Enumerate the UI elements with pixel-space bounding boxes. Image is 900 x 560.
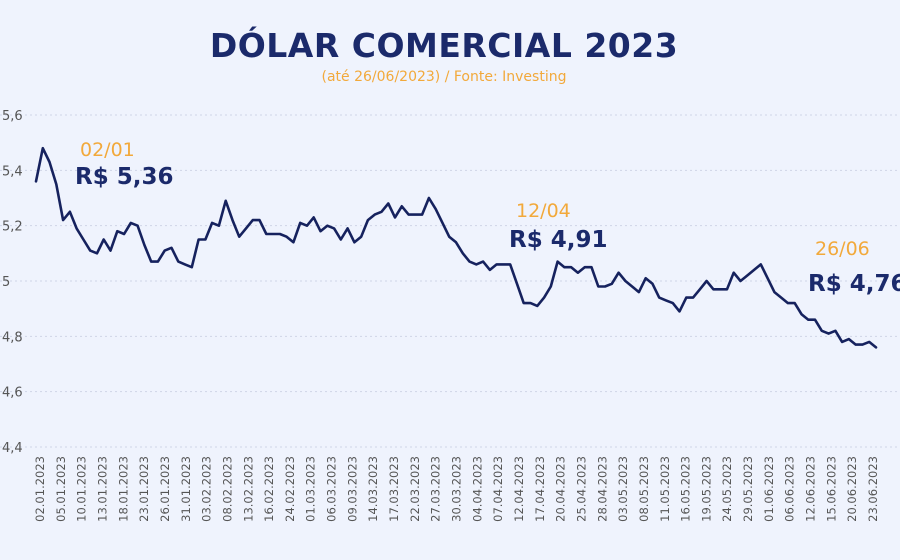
x-tick-label: 01.03.2023: [304, 456, 318, 522]
x-tick-label: 16.05.2023: [679, 456, 693, 522]
x-tick-label: 12.04.2023: [512, 456, 526, 522]
annotation-value: R$ 4,91: [509, 227, 607, 253]
x-tick-label: 14.03.2023: [366, 456, 380, 522]
x-tick-label: 08.02.2023: [220, 456, 234, 522]
x-tick-label: 23.01.2023: [137, 456, 151, 522]
x-tick-label: 07.04.2023: [491, 456, 505, 522]
x-tick-label: 30.03.2023: [450, 456, 464, 522]
x-tick-label: 17.03.2023: [387, 456, 401, 522]
annotation-value: R$ 5,36: [75, 164, 173, 190]
y-axis: 5,6 5,4 5,2 5 4,8 4,6 4,4: [2, 109, 23, 456]
y-tick-label: 5,4: [2, 164, 23, 179]
x-tick-label: 23.06.2023: [866, 456, 880, 522]
x-tick-label: 10.01.2023: [75, 456, 89, 522]
x-tick-label: 29.05.2023: [741, 456, 755, 522]
y-tick-label: 5,2: [2, 220, 23, 235]
x-tick-label: 24.05.2023: [720, 456, 734, 522]
y-tick-label: 4,4: [2, 441, 23, 456]
x-axis: 02.01.2023 05.01.2023 10.01.2023 13.01.2023…: [33, 456, 880, 522]
x-tick-label: 13.01.2023: [95, 456, 109, 522]
x-tick-label: 12.06.2023: [804, 456, 818, 522]
chart-title: DÓLAR COMERCIAL 2023: [209, 26, 679, 65]
annotation-date: 02/01: [80, 139, 135, 161]
annotations: 02/01 R$ 5,36 12/04 R$ 4,91 26/06 R$ 4,76: [75, 139, 900, 297]
x-tick-label: 05.01.2023: [54, 456, 68, 522]
x-tick-label: 06.03.2023: [325, 456, 339, 522]
x-tick-label: 11.05.2023: [658, 456, 672, 522]
x-tick-label: 01.06.2023: [762, 456, 776, 522]
y-tick-label: 5: [2, 275, 10, 290]
annotation-date: 12/04: [516, 200, 571, 222]
x-tick-label: 24.02.2023: [283, 456, 297, 522]
y-tick-label: 4,8: [2, 330, 23, 345]
x-tick-label: 28.04.2023: [595, 456, 609, 522]
annotation-date: 26/06: [815, 238, 870, 260]
x-tick-label: 25.04.2023: [574, 456, 588, 522]
chart-subtitle: (até 26/06/2023) / Fonte: Investing: [321, 69, 567, 85]
y-tick-label: 5,6: [2, 109, 23, 124]
x-tick-label: 20.06.2023: [845, 456, 859, 522]
x-tick-label: 16.02.2023: [262, 456, 276, 522]
x-tick-label: 09.03.2023: [345, 456, 359, 522]
x-tick-label: 06.06.2023: [783, 456, 797, 522]
gridlines: [0, 114, 900, 448]
x-tick-label: 13.02.2023: [241, 456, 255, 522]
x-tick-label: 03.02.2023: [200, 456, 214, 522]
x-tick-label: 18.01.2023: [116, 456, 130, 522]
x-tick-label: 15.06.2023: [824, 456, 838, 522]
x-tick-label: 03.05.2023: [616, 456, 630, 522]
x-tick-label: 17.04.2023: [533, 456, 547, 522]
x-tick-label: 04.04.2023: [470, 456, 484, 522]
x-tick-label: 19.05.2023: [699, 456, 713, 522]
y-tick-label: 4,6: [2, 386, 23, 401]
x-tick-label: 20.04.2023: [554, 456, 568, 522]
series-line: [34, 146, 878, 349]
x-tick-label: 26.01.2023: [158, 456, 172, 522]
x-tick-label: 27.03.2023: [429, 456, 443, 522]
x-tick-label: 02.01.2023: [33, 456, 47, 522]
x-tick-label: 22.03.2023: [408, 456, 422, 522]
annotation-value: R$ 4,76: [808, 271, 900, 297]
x-tick-label: 08.05.2023: [637, 456, 651, 522]
x-tick-label: 31.01.2023: [179, 456, 193, 522]
